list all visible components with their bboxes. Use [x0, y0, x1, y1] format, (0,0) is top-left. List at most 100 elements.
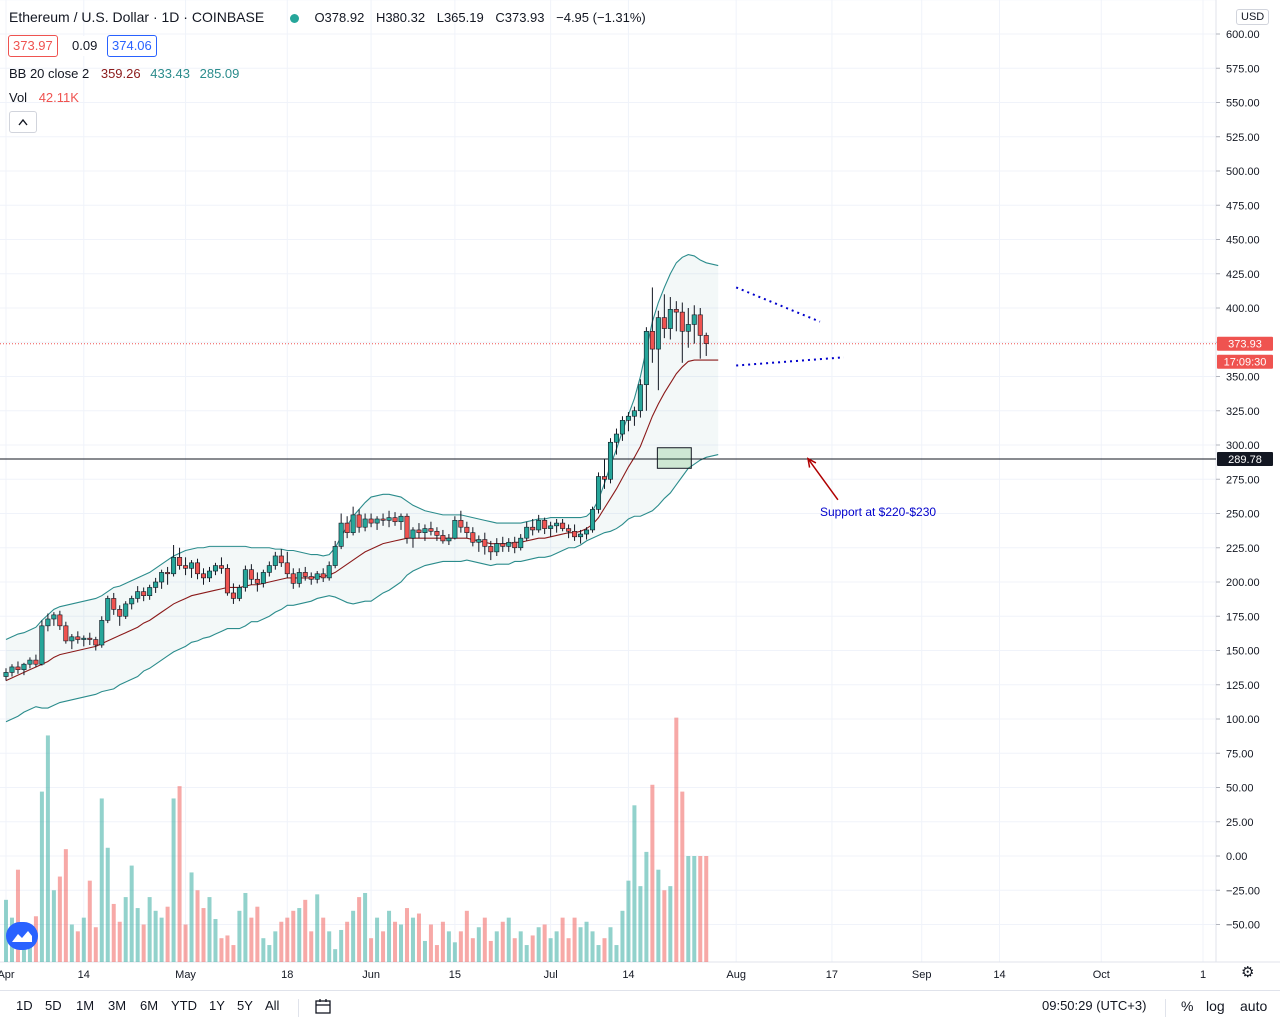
candle-body: [296, 572, 302, 584]
percent-scale-toggle[interactable]: %: [1181, 998, 1194, 1014]
range-1y-button[interactable]: 1Y: [209, 998, 225, 1013]
y-tick-label: 525.00: [1226, 132, 1260, 144]
candle-body: [171, 557, 177, 575]
volume-bar: [351, 910, 356, 962]
candle: [446, 534, 452, 546]
range-3m-button[interactable]: 3M: [108, 998, 127, 1013]
range-6m-button[interactable]: 6M: [140, 998, 159, 1013]
y-tick-label: 300.00: [1226, 440, 1260, 452]
volume-bar: [692, 856, 697, 962]
volume-bar: [237, 910, 242, 962]
candle: [637, 379, 643, 418]
log-scale-toggle[interactable]: log: [1206, 998, 1225, 1014]
volume-bar: [339, 929, 344, 962]
volume-bar: [315, 894, 320, 962]
range-1d-button[interactable]: 1D: [16, 998, 33, 1013]
range-ytd-button[interactable]: YTD: [171, 998, 197, 1013]
candle-body: [27, 659, 33, 665]
symbol-title[interactable]: Ethereum / U.S. Dollar · 1D · COINBASE: [9, 9, 265, 25]
x-tick-label: 18: [281, 969, 293, 981]
candle: [278, 549, 284, 567]
volume-bar: [153, 910, 158, 962]
toolbar-divider: [298, 999, 299, 1017]
x-tick-label: Jun: [362, 969, 380, 981]
volume-bar: [171, 798, 176, 962]
candle-body: [655, 317, 661, 350]
x-tick-label: Oct: [1093, 969, 1110, 981]
candle: [314, 571, 320, 584]
candle: [452, 516, 458, 540]
candle-body: [458, 520, 464, 528]
sell-price-button[interactable]: 373.97: [8, 35, 58, 57]
candle: [488, 540, 494, 561]
candle-body: [392, 517, 398, 523]
candle: [153, 577, 159, 593]
gear-icon[interactable]: ⚙: [1241, 964, 1255, 981]
candle-body: [464, 526, 470, 533]
auto-scale-toggle[interactable]: auto: [1240, 998, 1268, 1014]
buy-price-button[interactable]: 374.06: [107, 35, 157, 57]
volume-bar: [458, 931, 463, 962]
range-all-button[interactable]: All: [265, 998, 280, 1013]
candle: [165, 566, 171, 585]
candle: [422, 524, 428, 541]
x-tick-label: 1: [1200, 969, 1206, 981]
volume-bar: [207, 897, 212, 962]
price-chart[interactable]: −50.00−25.000.0025.0050.0075.00100.00125…: [0, 0, 1280, 990]
candle: [224, 564, 230, 596]
candle: [135, 586, 141, 603]
volume-legend[interactable]: Vol 42.11K: [9, 90, 79, 105]
clock-timezone[interactable]: 09:50:29 (UTC+3): [1042, 998, 1147, 1013]
candle-body: [536, 520, 542, 531]
volume-bar: [668, 886, 673, 962]
collapse-legend-button[interactable]: [9, 111, 37, 133]
candle: [404, 513, 410, 544]
volume-bar: [476, 927, 481, 962]
bollinger-legend[interactable]: BB 20 close 2 359.26 433.43 285.09: [9, 66, 239, 81]
volume-bar: [303, 899, 308, 962]
candle: [392, 512, 398, 526]
candle: [398, 513, 404, 530]
candle: [63, 621, 69, 644]
calendar-range-icon[interactable]: [313, 997, 333, 1017]
candle: [643, 327, 649, 411]
candle-body: [386, 517, 392, 521]
volume-bar: [195, 890, 200, 962]
candle: [201, 568, 207, 585]
volume-bar: [602, 938, 607, 962]
spread-value: 0.09: [72, 36, 98, 56]
volume-bar: [518, 931, 523, 962]
candle: [290, 568, 296, 589]
candle-body: [326, 565, 332, 579]
volume-bar: [410, 917, 415, 962]
candle: [177, 547, 183, 570]
last-price-tag: 373.93: [1228, 339, 1262, 351]
range-5y-button[interactable]: 5Y: [237, 998, 253, 1013]
candle-body: [566, 528, 572, 532]
candle: [572, 524, 578, 541]
candle-body: [195, 562, 201, 575]
y-tick-label: 25.00: [1226, 817, 1254, 829]
candle: [548, 521, 554, 537]
volume-bar: [560, 917, 565, 962]
volume-bar: [321, 917, 326, 962]
candle: [482, 532, 488, 555]
candle: [296, 568, 302, 588]
consolidation-box: [656, 447, 692, 469]
volume-bar: [506, 917, 511, 962]
range-1m-button[interactable]: 1M: [76, 998, 95, 1013]
candle: [75, 631, 81, 644]
currency-label[interactable]: USD: [1236, 9, 1270, 25]
candle-body: [201, 573, 207, 579]
range-5d-button[interactable]: 5D: [45, 998, 62, 1013]
y-tick-label: 600.00: [1226, 29, 1260, 41]
volume-bar: [524, 945, 529, 962]
candle-body: [524, 526, 530, 539]
volume-bar: [584, 921, 589, 962]
volume-bar: [57, 876, 62, 962]
candle-body: [625, 415, 631, 421]
candle: [679, 302, 685, 363]
tradingview-logo-icon[interactable]: [6, 922, 38, 950]
candle: [189, 560, 195, 578]
candle-body: [153, 581, 159, 588]
